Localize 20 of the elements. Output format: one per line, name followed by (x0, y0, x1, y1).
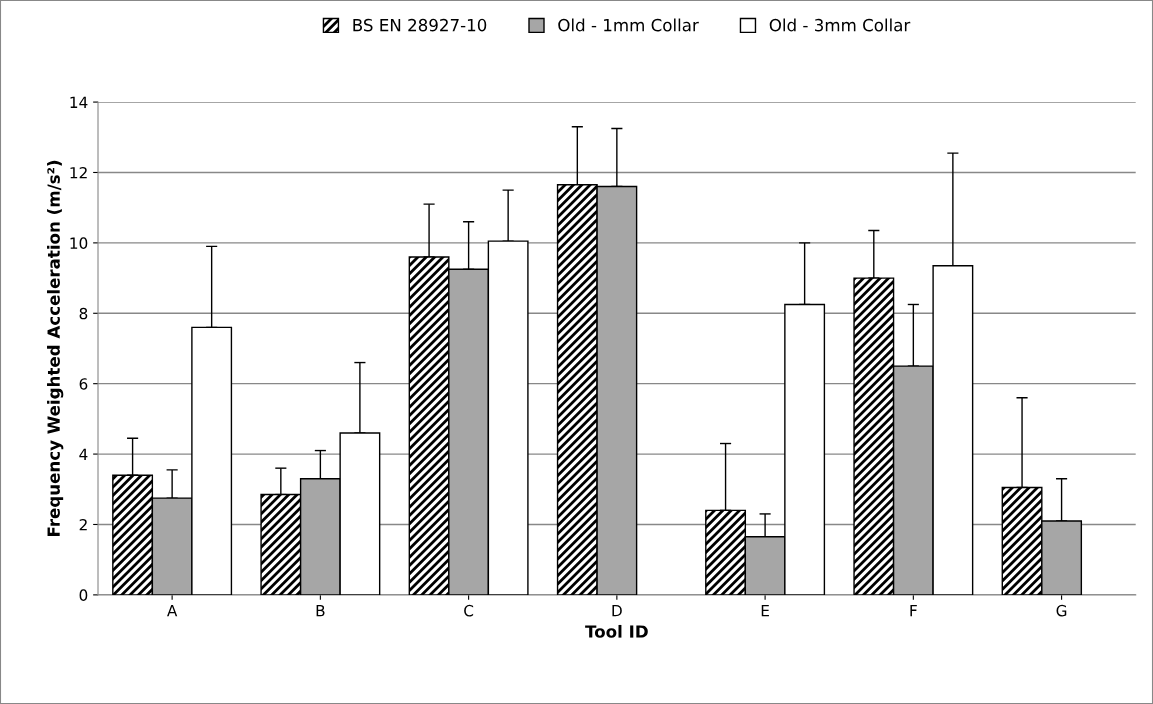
y-axis-title: Frequency Weighted Acceleration (m/s²) (47, 160, 64, 536)
legend-label: BS EN 28927-10 (353, 18, 487, 32)
y-tick-label: 12 (70, 166, 87, 179)
x-tick-label: D (612, 605, 622, 617)
y-tick-label: 14 (70, 96, 88, 108)
legend-label: Old - 1mm Collar (558, 18, 699, 32)
x-tick-label: F (910, 605, 917, 617)
x-axis-title: Tool ID (585, 624, 648, 638)
y-tick-label: 6 (79, 378, 88, 390)
y-tick-label: 4 (79, 448, 88, 460)
x-tick-label: G (1056, 604, 1067, 617)
x-tick-label: B (316, 605, 325, 617)
x-tick-label: C (464, 604, 474, 617)
y-tick-label: 10 (70, 237, 88, 249)
x-tick-label: A (167, 605, 178, 617)
y-tick-label: 8 (79, 307, 88, 320)
y-tick-label: 2 (79, 518, 87, 531)
legend-label: Old - 3mm Collar (769, 18, 911, 32)
y-tick-label: 0 (79, 589, 88, 601)
x-tick-label: E (761, 605, 769, 617)
